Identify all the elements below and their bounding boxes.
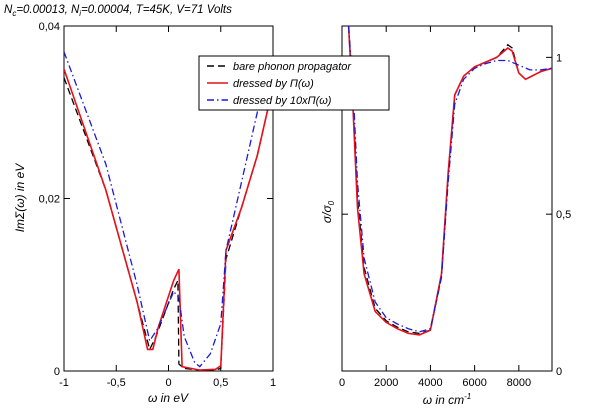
legend-label: dressed by Π(ω) bbox=[233, 78, 314, 90]
legend-box bbox=[198, 55, 390, 111]
legend-label: dressed by 10xΠ(ω) bbox=[233, 95, 332, 107]
left-x-axis-label: ω in eV bbox=[148, 391, 189, 405]
left-x-tick-label: -1 bbox=[59, 377, 69, 389]
right-chart: 0 2000 4000 6000 8000 0 0,5 1 ω in cm-1 σ/σ0 bbox=[320, 25, 571, 407]
right-x-tick-label: 6000 bbox=[462, 377, 486, 389]
figure-title: Nc=0.00013, Ni=0.00004, T=45K, V=71 Volt… bbox=[4, 4, 232, 18]
left-series-line-2 bbox=[64, 51, 273, 368]
left-series-group bbox=[64, 51, 273, 371]
left-x-tick-label: 0,5 bbox=[213, 377, 228, 389]
right-x-tick-label: 8000 bbox=[507, 377, 531, 389]
right-y-tick-label: 1 bbox=[556, 52, 562, 64]
left-x-tick-label: 1 bbox=[270, 377, 276, 389]
left-y-axis-label: ImΣ(ω) in eV bbox=[13, 163, 27, 233]
right-x-tick-label: 4000 bbox=[418, 377, 442, 389]
legend-label: bare phonon propagator bbox=[233, 61, 352, 73]
right-x-tick-label: 2000 bbox=[374, 377, 398, 389]
left-y-tick-label: 0 bbox=[54, 366, 60, 378]
left-series-line-0 bbox=[64, 77, 273, 371]
right-series-line-1 bbox=[347, 26, 552, 336]
right-series-line-2 bbox=[347, 26, 552, 333]
left-x-tick-label: -0,5 bbox=[107, 377, 126, 389]
legend: bare phonon propagator dressed by Π(ω) dre… bbox=[198, 55, 390, 111]
right-y-tick-label: 0 bbox=[556, 366, 562, 378]
left-y-tick-label: 0,02 bbox=[39, 194, 60, 206]
left-y-tick-label: 0,04 bbox=[39, 21, 60, 33]
right-y-axis-label: σ/σ0 bbox=[320, 200, 336, 223]
left-x-tick-label: 0 bbox=[165, 377, 171, 389]
right-x-axis-label: ω in cm-1 bbox=[423, 392, 471, 407]
right-plot-frame bbox=[341, 25, 553, 372]
right-y-tick-label: 0,5 bbox=[556, 209, 571, 221]
left-chart: -1 -0,5 0 0,5 1 0 0,02 0,04 ω in eV ImΣ(ω) in e… bbox=[13, 21, 276, 405]
right-series-group bbox=[347, 26, 552, 336]
left-series-line-1 bbox=[64, 68, 273, 371]
right-axis-ticks: 0 2000 4000 6000 8000 0 0,5 1 bbox=[339, 26, 571, 389]
right-x-tick-label: 0 bbox=[339, 377, 345, 389]
left-axis-ticks: -1 -0,5 0 0,5 1 0 0,02 0,04 bbox=[39, 21, 276, 389]
